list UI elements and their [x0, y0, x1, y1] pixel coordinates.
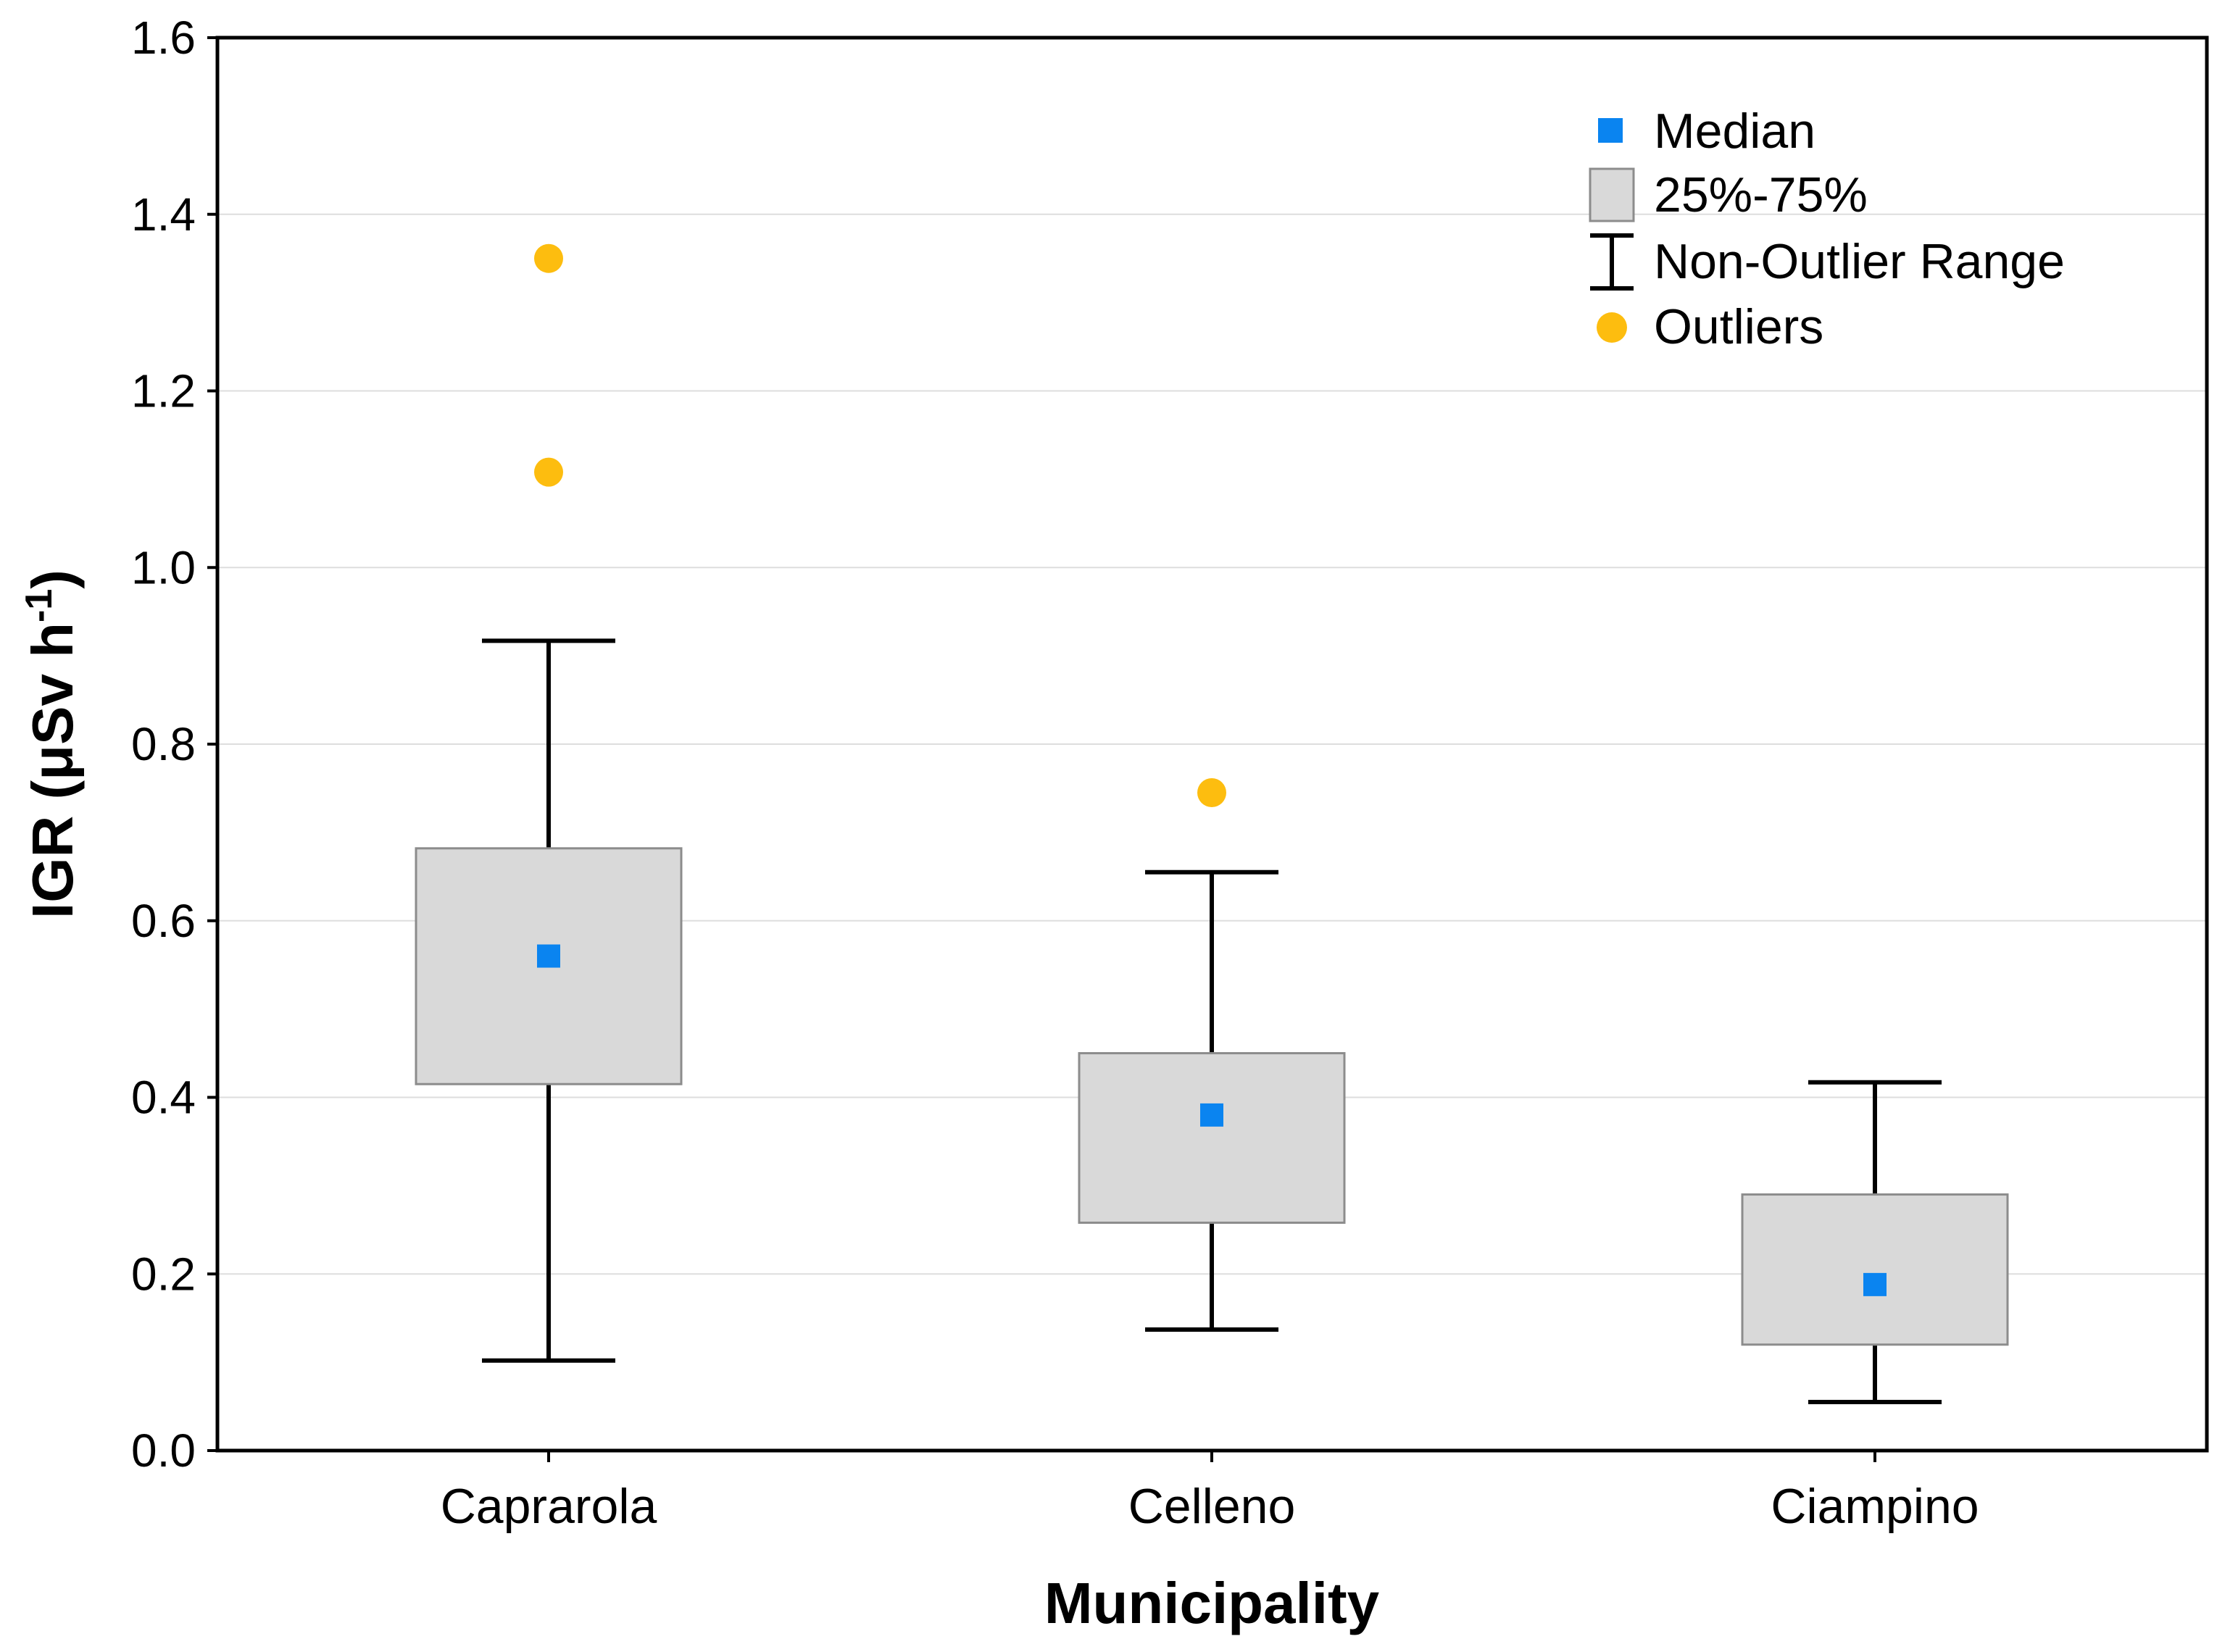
y-axis-title-superscript: -1 [18, 589, 60, 622]
y-tick-label: 1.6 [131, 12, 196, 64]
legend-box-label: 25%-75% [1654, 167, 1868, 222]
iqr-box [1741, 1193, 2009, 1346]
median-series [537, 944, 1887, 1296]
outlier-point [534, 457, 563, 487]
box-group-caprarola [415, 638, 683, 1363]
legend-whisker-label: Non-Outlier Range [1654, 234, 2065, 289]
iqr-box [1078, 1052, 1346, 1225]
y-axis-title-main: IGR (μSv h [20, 622, 85, 919]
legend-whisker-swatch [1590, 233, 1634, 291]
y-tick-label: 1.4 [131, 188, 196, 241]
x-tick-label: Caprarola [441, 1479, 657, 1534]
x-tick-label: Ciampino [1771, 1479, 1979, 1534]
x-tick-label: Celleno [1128, 1479, 1296, 1534]
median-marker [1863, 1272, 1887, 1296]
median-marker [1200, 1103, 1223, 1127]
y-axis-title-end: ) [20, 570, 85, 589]
y-tick-label: 0.6 [131, 895, 196, 947]
legend-box-swatch [1589, 167, 1635, 222]
legend-outlier-label: Outliers [1654, 299, 1823, 354]
legend-outlier-swatch [1597, 312, 1627, 343]
legend-median-label: Median [1654, 104, 1815, 159]
box-group-ciampino [1741, 1080, 2009, 1404]
y-tick-label: 1.2 [131, 365, 196, 417]
outlier-point [534, 243, 563, 273]
outlier-point [1197, 778, 1226, 808]
box-plot-series [415, 638, 2009, 1404]
x-axis-title: Municipality [1044, 1571, 1380, 1635]
y-axis-title: IGR (μSv h-1) [18, 570, 85, 919]
y-tick-label: 0.4 [131, 1072, 196, 1124]
y-tick-label: 0.8 [131, 718, 196, 770]
median-marker [537, 944, 560, 968]
legend: Median 25%-75% Non-Outlier Range Outlier… [1589, 104, 2065, 354]
y-tick-label: 0.0 [131, 1424, 196, 1477]
box-group-celleno [1078, 869, 1346, 1332]
y-tick-label: 1.0 [131, 541, 196, 593]
legend-median-swatch [1598, 118, 1623, 143]
y-tick-label: 0.2 [131, 1248, 196, 1300]
outlier-series [534, 243, 1226, 808]
x-axis: Caprarola Celleno Ciampino [441, 1451, 1979, 1534]
y-axis: 0.0 0.2 0.4 0.6 0.8 1.0 1.2 1.4 1.6 [131, 12, 217, 1477]
